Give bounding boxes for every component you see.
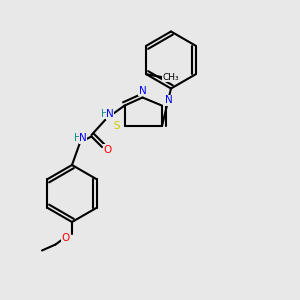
Text: H: H	[101, 109, 109, 119]
Text: N: N	[79, 133, 87, 143]
Text: O: O	[61, 232, 70, 243]
Text: S: S	[114, 121, 120, 131]
Text: CH₃: CH₃	[162, 73, 178, 82]
Text: H: H	[74, 133, 82, 143]
Text: N: N	[165, 95, 172, 105]
Text: N: N	[139, 86, 146, 96]
Text: N: N	[106, 109, 114, 119]
Text: O: O	[103, 145, 112, 155]
